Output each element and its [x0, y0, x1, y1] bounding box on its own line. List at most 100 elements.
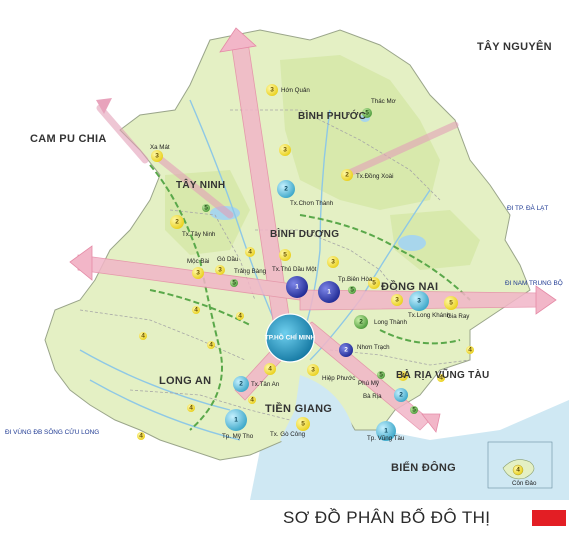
- direction-dbscl: ĐI VÙNG ĐB SÔNG CỬU LONG: [5, 427, 99, 436]
- city-dong-xoai: Tx.Đồng Xoài: [356, 173, 394, 180]
- svg-text:1: 1: [327, 289, 331, 296]
- svg-text:4: 4: [401, 373, 405, 380]
- region-dong-nai: ĐỒNG NAI: [381, 280, 438, 293]
- svg-text:5: 5: [449, 300, 453, 307]
- region-bien-dong: BIỂN ĐÔNG: [391, 461, 456, 474]
- hcmc-label: TP.HỒ CHÍ MINH: [265, 332, 316, 342]
- marker-nhon-trach: [339, 343, 353, 357]
- city-moc-bai: Mộc Bài: [187, 258, 209, 265]
- city-bien-hoa: Tp.Biên Hòa: [338, 276, 373, 283]
- svg-text:5: 5: [412, 407, 416, 414]
- region-long-an: LONG AN: [159, 375, 211, 387]
- svg-text:4: 4: [194, 307, 198, 314]
- city-hon-quan: Hớn Quản: [281, 87, 310, 94]
- svg-text:4: 4: [238, 313, 242, 320]
- direction-nam-trung-bo: ĐI NAM TRUNG BỘ: [505, 278, 563, 287]
- marker-bien-hoa: [318, 281, 340, 303]
- city-long-khanh: Tx.Long Khánh: [408, 312, 451, 319]
- map-caption: SƠ ĐỒ PHÂN BỐ ĐÔ THỊ: [283, 508, 491, 527]
- marker-chon-thanh: [277, 180, 295, 198]
- svg-text:2: 2: [175, 219, 179, 226]
- svg-text:4: 4: [141, 333, 145, 340]
- svg-text:5: 5: [365, 110, 369, 117]
- city-hiep-phuoc: Hiệp Phước: [322, 375, 355, 382]
- svg-text:4: 4: [468, 347, 472, 354]
- region-tay-ninh: TÂY NINH: [176, 178, 225, 191]
- svg-text:5: 5: [350, 287, 354, 294]
- svg-text:3: 3: [218, 267, 222, 274]
- city-xa-mat: Xa Mát: [150, 144, 170, 151]
- island-inset: 4: [487, 441, 553, 489]
- svg-text:4: 4: [189, 405, 193, 412]
- svg-text:4: 4: [250, 397, 254, 404]
- svg-text:5: 5: [204, 205, 208, 212]
- svg-text:2: 2: [345, 172, 349, 179]
- city-my-tho: Tp. Mỹ Tho: [222, 433, 254, 440]
- urban-class-markers: [137, 84, 474, 441]
- svg-text:5: 5: [372, 280, 376, 287]
- svg-text:5: 5: [232, 280, 236, 287]
- svg-text:3: 3: [270, 87, 274, 94]
- svg-text:4: 4: [439, 375, 443, 382]
- city-chon-thanh: Tx.Chơn Thành: [290, 200, 334, 207]
- city-trang-bang: Trảng Bàng: [234, 268, 267, 275]
- city-gia-ray: Gia Ray: [447, 313, 470, 320]
- marker-tan-an: [233, 376, 249, 392]
- city-go-cong: Tx. Gò Công: [270, 431, 306, 438]
- svg-text:5: 5: [283, 252, 287, 259]
- corridor-arrow-icon: [96, 98, 112, 114]
- svg-text:2: 2: [359, 319, 363, 326]
- svg-text:2: 2: [239, 381, 243, 388]
- svg-text:3: 3: [311, 367, 315, 374]
- svg-text:4: 4: [209, 342, 213, 349]
- svg-text:3: 3: [196, 270, 200, 277]
- estuary: [280, 375, 354, 470]
- city-thac-mo: Thác Mơ: [371, 98, 396, 105]
- city-nhon-trach: Nhơn Trạch: [357, 344, 390, 351]
- forest-patch: [280, 55, 440, 210]
- svg-text:5: 5: [301, 421, 305, 428]
- marker-hcmc: [265, 313, 315, 363]
- city-ba-ria: Bà Rịa: [363, 393, 382, 400]
- region-tien-giang: TIỀN GIANG: [265, 402, 332, 415]
- city-long-thanh: Long Thành: [374, 319, 407, 326]
- region-binh-duong: BÌNH DƯƠNG: [270, 227, 339, 240]
- svg-text:1: 1: [234, 417, 238, 424]
- region-campuchia: CAM PU CHIA: [30, 133, 107, 145]
- marker-long-khanh: [409, 291, 429, 311]
- province-boundaries: [79, 109, 471, 421]
- region-tay-nguyen: TÂY NGUYÊN: [477, 40, 552, 53]
- svg-text:2: 2: [399, 392, 403, 399]
- direction-da-lat: ĐI TP. ĐÀ LẠT: [507, 203, 548, 212]
- forest-patch: [165, 170, 250, 255]
- marker-long-thanh: [354, 315, 368, 329]
- marker-numerals: 2 1 1 2 3 1 1 2 2 2 3 3 3 2 2 5 4 3 3 3 …: [139, 87, 472, 440]
- city-vung-tau: Tp. Vũng Tàu: [367, 435, 405, 442]
- svg-text:5: 5: [379, 372, 383, 379]
- svg-text:2: 2: [284, 186, 288, 193]
- corridor-arrow-icon: [69, 27, 557, 433]
- city-thu-dau-mot: Tx.Thủ Dầu Một: [272, 266, 317, 273]
- highway-corridors: [96, 104, 459, 219]
- marker-vung-tau: [376, 421, 396, 441]
- forest-patch: [390, 210, 480, 270]
- region-binh-phuoc: BÌNH PHƯỚC: [298, 109, 366, 122]
- caption-accent-bar: [532, 510, 566, 526]
- city-phu-my: Phú Mỹ: [358, 380, 380, 387]
- marker-my-tho: [225, 409, 247, 431]
- svg-text:3: 3: [395, 297, 399, 304]
- svg-text:4: 4: [516, 467, 520, 474]
- svg-text:1: 1: [295, 284, 299, 291]
- city-tay-ninh: Tx.Tây Ninh: [182, 231, 216, 238]
- svg-text:3: 3: [283, 147, 287, 154]
- svg-text:4: 4: [139, 433, 143, 440]
- city-go-dau: Gò Dầu: [217, 256, 239, 263]
- marker-thu-dau-mot: [286, 276, 308, 298]
- svg-text:3: 3: [417, 298, 421, 305]
- svg-text:3: 3: [331, 259, 335, 266]
- marker-ba-ria: [394, 388, 408, 402]
- lake: [398, 235, 426, 251]
- city-tan-an: Tx.Tân An: [251, 381, 280, 388]
